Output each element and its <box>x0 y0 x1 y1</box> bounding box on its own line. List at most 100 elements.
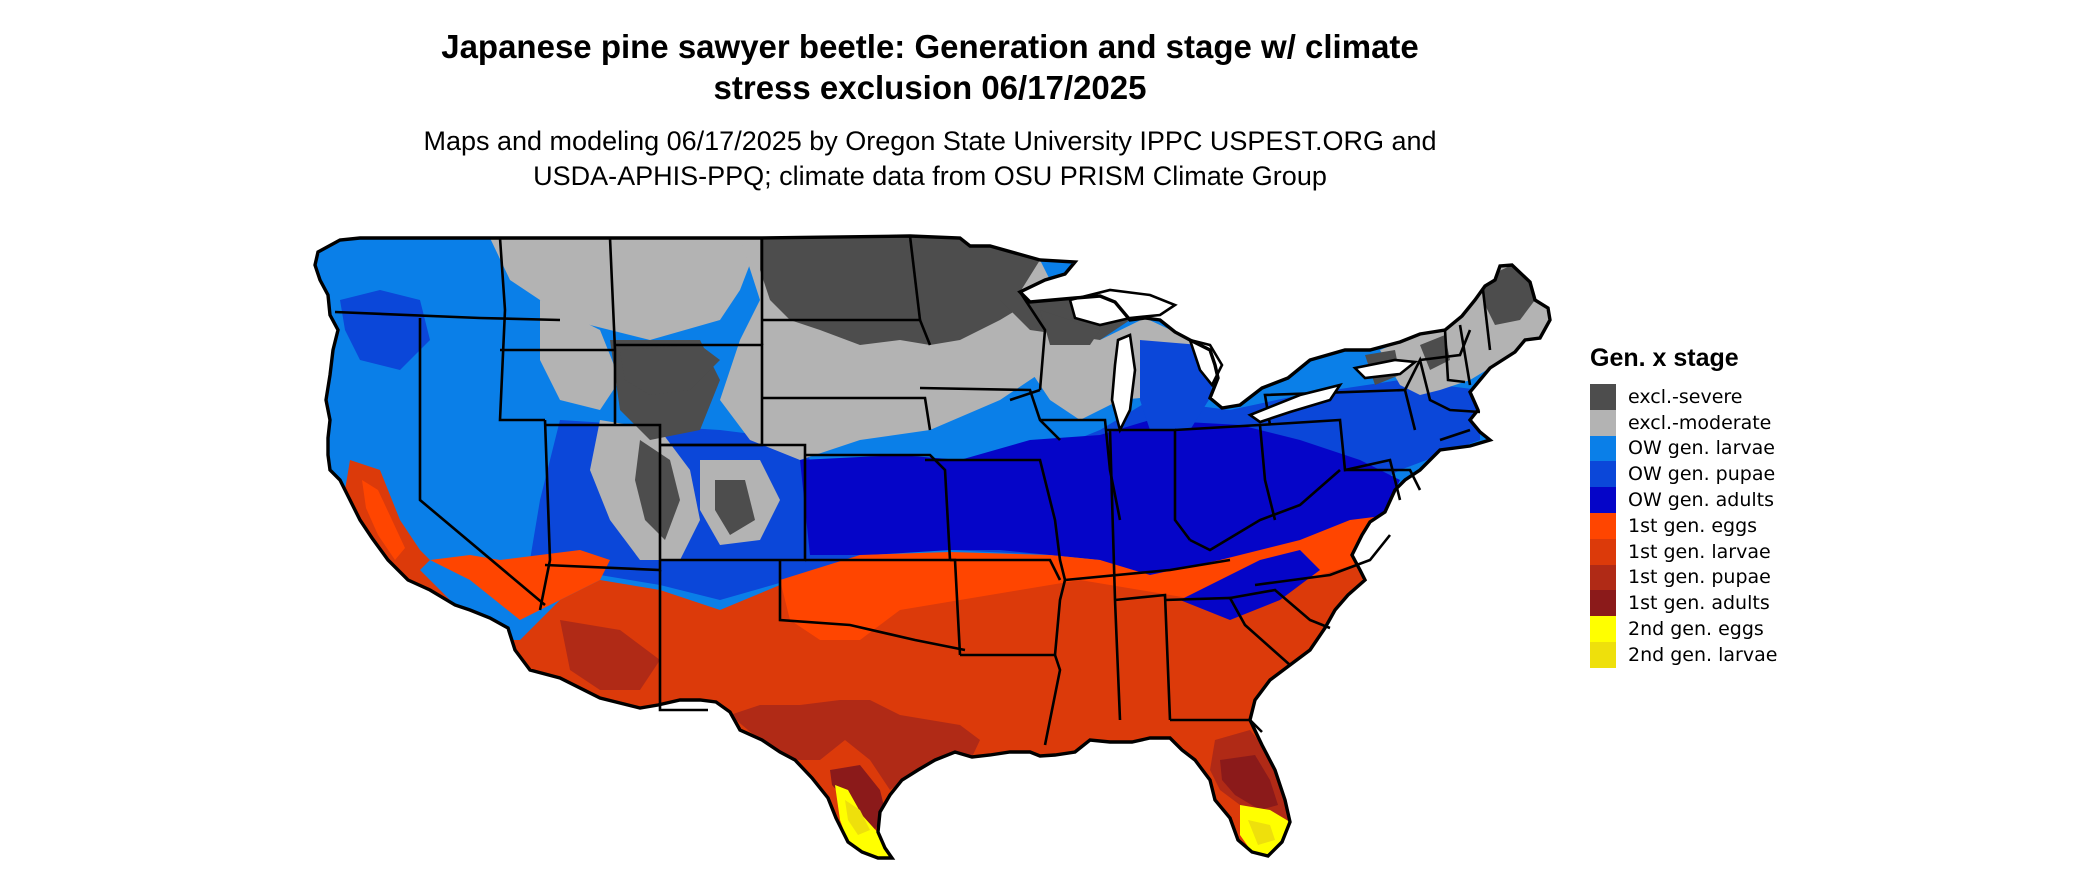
legend-label: 2nd gen. larvae <box>1628 643 1778 666</box>
title-line-1: Japanese pine sawyer beetle: Generation … <box>441 28 1419 65</box>
region-fill <box>620 345 720 395</box>
region-fill <box>1180 550 1320 620</box>
state-line <box>1053 579 1067 656</box>
state-line <box>925 458 1067 581</box>
state-line <box>1481 289 1492 351</box>
legend-item: 1st gen. larvae <box>1590 538 1777 565</box>
region-fill <box>1220 755 1278 810</box>
state-line <box>660 443 807 562</box>
legend-swatch <box>1590 616 1616 642</box>
region-fill <box>1420 335 1450 370</box>
state-line <box>1403 356 1481 414</box>
state-line <box>334 310 561 322</box>
map-subtitle: Maps and modeling 06/17/2025 by Oregon S… <box>330 124 1530 194</box>
legend: Gen. x stage excl.-severe excl.-moderate O… <box>1590 342 1777 668</box>
state-line <box>950 558 1062 581</box>
state-line <box>1443 329 1466 384</box>
legend-swatch <box>1590 512 1616 539</box>
legend-label: OW gen. pupae <box>1628 463 1776 486</box>
region-fill <box>540 300 620 410</box>
state-line <box>1018 291 1047 391</box>
state-line <box>1229 588 1331 630</box>
region-fill <box>730 700 980 790</box>
legend-item: excl.-moderate <box>1590 409 1777 436</box>
legend-item: 1st gen. pupae <box>1590 564 1777 591</box>
region-fill <box>635 440 680 540</box>
legend-item: 1st gen. eggs <box>1590 512 1777 539</box>
state-line <box>1189 469 1341 552</box>
state-line <box>1345 468 1422 491</box>
legend-item: 2nd gen. eggs <box>1590 616 1777 642</box>
state-line <box>1040 418 1122 521</box>
region-fill <box>1040 310 1100 345</box>
legend-label: 1st gen. larvae <box>1628 540 1771 563</box>
state-line <box>1105 428 1192 541</box>
legend-label: excl.-moderate <box>1628 411 1772 434</box>
state-line <box>960 653 1062 746</box>
region-fill <box>845 800 870 835</box>
legend-label: 1st gen. pupae <box>1628 566 1771 589</box>
state-line <box>1174 423 1277 521</box>
region-fill <box>340 290 430 370</box>
lake-superior <box>1068 288 1178 327</box>
state-line <box>778 560 966 652</box>
title-line-2: stress exclusion 06/17/2025 <box>713 69 1147 106</box>
state-line <box>919 386 1061 441</box>
legend-label: 1st gen. eggs <box>1628 514 1758 537</box>
state-line <box>908 235 922 321</box>
state-line <box>1419 329 1472 362</box>
legend-item: excl.-severe <box>1590 384 1777 410</box>
subtitle-line-2: USDA-APHIS-PPQ; climate data from OSU PR… <box>533 161 1327 191</box>
legend-label: 2nd gen. eggs <box>1628 618 1764 641</box>
legend-label: OW gen. adults <box>1628 489 1775 512</box>
state-line <box>1439 428 1471 442</box>
state-line <box>544 423 662 572</box>
legend-swatch <box>1590 590 1616 617</box>
region-fill <box>830 765 885 830</box>
legend-item: OW gen. larvae <box>1590 435 1777 462</box>
state-line <box>1458 324 1472 386</box>
region-fill <box>1248 820 1275 845</box>
legend-swatch <box>1590 461 1616 488</box>
lake-michigan <box>1110 333 1137 434</box>
state-line <box>805 453 952 561</box>
legend-swatch <box>1590 538 1616 565</box>
lake-ontario <box>1352 358 1419 380</box>
legend-swatch <box>1590 409 1616 436</box>
state-line <box>658 570 708 712</box>
legend-swatch <box>1590 641 1616 668</box>
map-title: Japanese pine sawyer beetle: Generation … <box>330 26 1530 108</box>
state-line <box>498 237 545 422</box>
state-line <box>538 419 552 611</box>
great-lakes <box>1068 288 1419 434</box>
region-fill <box>560 620 660 690</box>
region-fill <box>362 480 405 560</box>
state-line <box>1009 388 1041 402</box>
region-fill <box>760 236 1040 345</box>
state-line <box>1164 596 1291 666</box>
state-boundaries <box>334 235 1492 746</box>
legend-swatch <box>1590 564 1616 591</box>
state-line <box>1114 593 1172 721</box>
legend-item: 1st gen. adults <box>1590 590 1777 617</box>
legend-label: 1st gen. adults <box>1628 592 1770 615</box>
lake-erie <box>1247 382 1343 424</box>
legend-item: OW gen. pupae <box>1590 461 1777 488</box>
region-fill <box>715 480 755 535</box>
legend-label: excl.-severe <box>1628 385 1743 408</box>
legend-item: OW gen. adults <box>1590 487 1777 513</box>
legend-swatch <box>1590 435 1616 462</box>
legend-items: excl.-severe excl.-moderate OW gen. larvae… <box>1590 384 1777 668</box>
state-line <box>418 318 546 606</box>
state-line <box>1064 558 1231 582</box>
state-line <box>1254 534 1392 587</box>
legend-label: OW gen. larvae <box>1628 437 1775 460</box>
legend-swatch <box>1590 487 1616 513</box>
legend-swatch <box>1590 384 1616 410</box>
region-fill <box>490 238 760 340</box>
legend-item: 2nd gen. larvae <box>1590 641 1778 668</box>
state-line <box>762 396 932 431</box>
legend-title: Gen. x stage <box>1590 344 1739 372</box>
